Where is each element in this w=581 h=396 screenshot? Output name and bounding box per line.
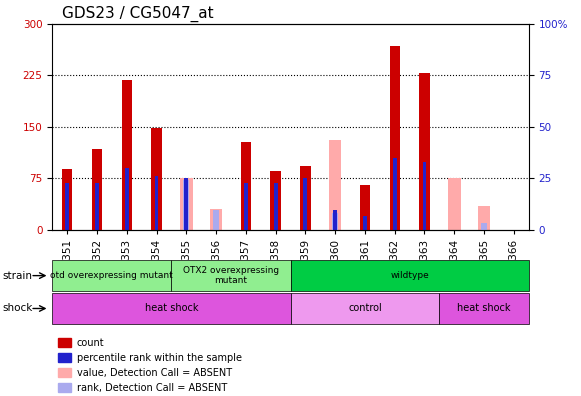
Bar — [300, 166, 311, 230]
Bar — [333, 210, 337, 230]
Bar — [244, 183, 248, 230]
Text: count: count — [77, 337, 105, 348]
Bar — [62, 169, 73, 230]
Bar — [210, 209, 223, 230]
Bar — [121, 80, 132, 230]
Text: otd overexpressing mutant: otd overexpressing mutant — [51, 271, 173, 280]
Text: value, Detection Call = ABSENT: value, Detection Call = ABSENT — [77, 367, 232, 378]
Text: rank, Detection Call = ABSENT: rank, Detection Call = ABSENT — [77, 383, 227, 393]
Bar — [65, 183, 69, 230]
Bar — [184, 179, 189, 230]
Bar — [329, 141, 342, 230]
Bar — [478, 206, 490, 230]
Bar — [213, 210, 219, 230]
Bar — [360, 185, 370, 230]
Text: control: control — [348, 303, 382, 314]
Text: heat shock: heat shock — [145, 303, 198, 314]
Text: shock: shock — [3, 303, 33, 314]
Text: strain: strain — [3, 270, 33, 281]
Text: wildtype: wildtype — [390, 271, 429, 280]
Bar — [481, 223, 487, 230]
Bar — [92, 148, 102, 230]
Bar — [241, 142, 251, 230]
Bar — [448, 178, 461, 230]
Text: OTX2 overexpressing
mutant: OTX2 overexpressing mutant — [183, 266, 279, 285]
Bar — [151, 128, 162, 230]
Bar — [389, 46, 400, 230]
Text: heat shock: heat shock — [457, 303, 511, 314]
Bar — [363, 216, 367, 230]
Bar — [393, 158, 397, 230]
Bar — [419, 73, 430, 230]
Bar — [422, 162, 426, 230]
Text: GDS23 / CG5047_at: GDS23 / CG5047_at — [62, 6, 213, 23]
Bar — [95, 183, 99, 230]
Bar — [155, 176, 159, 230]
Bar — [332, 213, 338, 230]
Bar — [270, 171, 281, 230]
Bar — [180, 178, 192, 230]
Bar — [184, 178, 188, 230]
Bar — [274, 183, 278, 230]
Text: percentile rank within the sample: percentile rank within the sample — [77, 352, 242, 363]
Bar — [125, 168, 129, 230]
Bar — [303, 178, 307, 230]
